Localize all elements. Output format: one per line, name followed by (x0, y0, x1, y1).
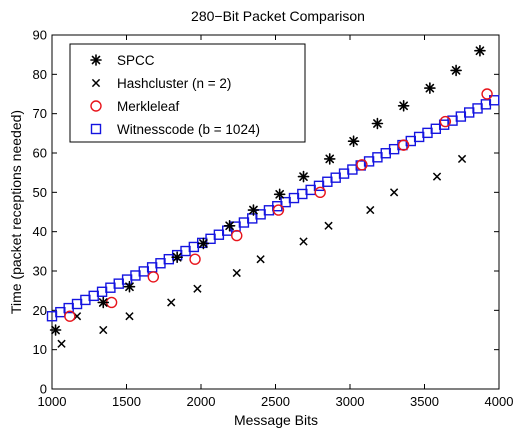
data-point-asterisk (450, 64, 462, 77)
data-point-asterisk (424, 82, 436, 94)
data-point-asterisk (49, 324, 62, 336)
y-tick-label: 20 (33, 303, 47, 318)
data-point-x (457, 154, 467, 164)
legend-label: Hashcluster (n = 2) (117, 76, 231, 91)
x-tick-label: 1500 (112, 394, 141, 409)
legend-label: Witnesscode (b = 1024) (117, 122, 260, 137)
data-point-asterisk (223, 219, 236, 232)
data-point-x (193, 284, 202, 293)
data-point-circle (314, 186, 326, 199)
data-point-x (167, 298, 176, 307)
data-point-x (232, 268, 241, 278)
data-point-asterisk (297, 170, 310, 183)
data-point-circle (439, 115, 452, 128)
axis-ticks: 1000 1500 2000 2500 3000 3500 4000 0 10 20 30 40 50 6… (33, 28, 514, 410)
x-tick-label: 2000 (187, 394, 216, 409)
x-tick-label: 3500 (410, 394, 439, 409)
data-point-x (389, 188, 399, 197)
data-point-asterisk (197, 237, 210, 250)
data-point-asterisk (123, 280, 136, 293)
data-point-x (366, 205, 375, 215)
chart-title: 280−Bit Packet Comparison (191, 8, 365, 24)
x-tick-label: 3000 (336, 394, 365, 409)
data-point-circle (64, 310, 76, 322)
data-point-asterisk (273, 188, 286, 201)
legend-marker-circle (90, 100, 102, 112)
legend-marker-asterisk (90, 54, 102, 66)
data-point-x (256, 255, 265, 264)
data-point-x (299, 237, 308, 246)
legend: SPCC Hashcluster (n = 2) Merkleleaf Witness… (69, 43, 306, 143)
data-point-circle (231, 229, 243, 242)
data-marks (46, 44, 500, 348)
legend-marker-square (90, 123, 102, 135)
x-tick-label: 4000 (485, 394, 514, 409)
legend-box (69, 43, 306, 143)
y-tick-label: 50 (33, 185, 47, 200)
data-point-square (489, 95, 500, 106)
x-tick-label: 2500 (261, 394, 290, 409)
x-tick-label: 1000 (38, 394, 67, 409)
data-point-asterisk (247, 204, 260, 216)
data-point-circle (397, 139, 410, 151)
data-point-x (432, 172, 442, 181)
data-point-x (324, 221, 333, 230)
legend-label: SPCC (117, 53, 155, 68)
legend-marker-x (91, 78, 101, 88)
data-point-circle (147, 271, 160, 283)
y-tick-label: 10 (33, 342, 47, 357)
data-point-asterisk (371, 117, 384, 130)
y-tick-label: 0 (40, 382, 47, 397)
data-point-circle (272, 204, 285, 216)
data-point-x (125, 312, 134, 321)
series-asterisk (49, 44, 486, 336)
data-point-asterisk (474, 44, 486, 57)
data-point-asterisk (97, 296, 110, 309)
y-tick-label: 60 (33, 146, 47, 161)
data-point-x (57, 339, 66, 348)
series-x (57, 154, 467, 348)
data-point-circle (189, 253, 201, 265)
data-point-circle (356, 159, 368, 171)
data-point-x (99, 325, 108, 335)
x-axis-title: Message Bits (234, 412, 318, 428)
y-tick-label: 70 (33, 106, 47, 121)
y-tick-label: 40 (33, 224, 47, 239)
data-point-asterisk (397, 100, 410, 112)
data-point-asterisk (171, 251, 183, 264)
series-circle (64, 88, 493, 322)
y-tick-label: 80 (33, 67, 47, 82)
y-tick-label: 90 (33, 28, 47, 43)
data-point-asterisk (323, 153, 336, 165)
data-point-asterisk (347, 135, 360, 147)
y-axis-title: Time (packet receptions needed) (8, 110, 24, 314)
y-tick-label: 30 (33, 264, 47, 279)
legend-label: Merkleleaf (117, 99, 180, 114)
data-point-circle (481, 88, 493, 100)
